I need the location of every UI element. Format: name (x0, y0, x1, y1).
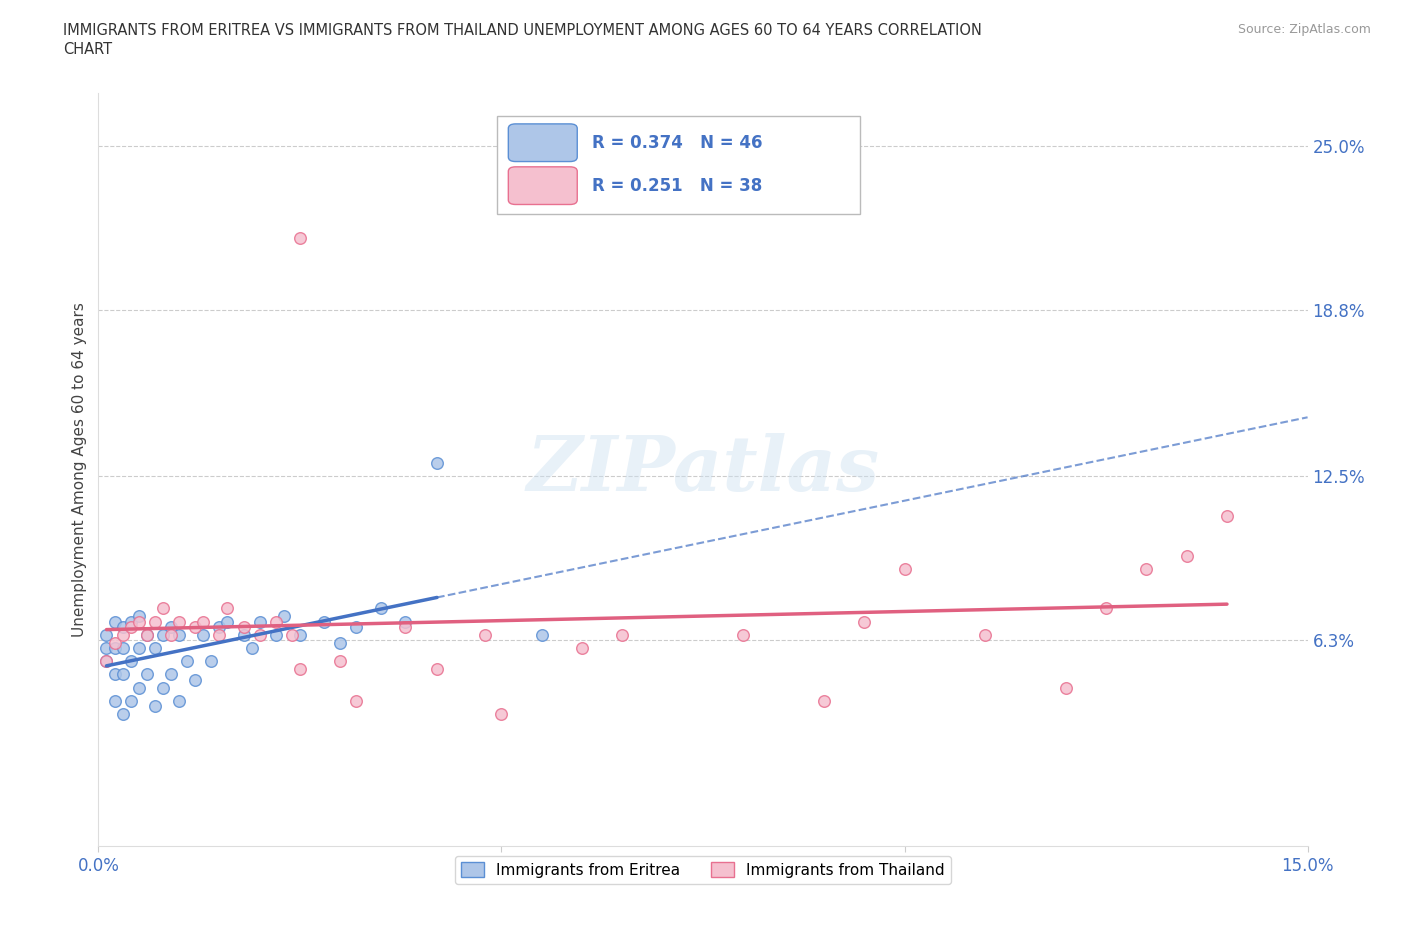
Point (160, 667, 183, 682)
Point (208, 628, 231, 643)
Point (143, 614, 166, 629)
Point (853, 614, 876, 629)
Point (974, 628, 997, 643)
Point (217, 614, 239, 629)
Point (232, 619, 254, 634)
Point (103, 694, 125, 709)
Point (128, 680, 150, 695)
Point (103, 614, 125, 629)
Point (329, 635, 352, 650)
Point (329, 654, 352, 669)
Point (193, 614, 215, 629)
Point (571, 641, 593, 656)
Point (208, 619, 231, 634)
FancyBboxPatch shape (498, 115, 860, 214)
Point (103, 667, 125, 682)
Point (426, 662, 449, 677)
Point (1054, 680, 1077, 695)
Point (111, 619, 134, 634)
Point (96, 628, 118, 643)
Point (249, 628, 271, 643)
Point (426, 456, 449, 471)
Point (813, 694, 835, 709)
Text: IMMIGRANTS FROM ERITREA VS IMMIGRANTS FROM THAILAND UNEMPLOYMENT AMONG AGES 60 T: IMMIGRANTS FROM ERITREA VS IMMIGRANTS FR… (63, 23, 983, 38)
Point (344, 619, 367, 634)
Point (288, 662, 311, 677)
Point (1135, 562, 1157, 577)
Point (264, 614, 287, 629)
Point (120, 654, 142, 669)
Point (111, 707, 134, 722)
Point (103, 641, 125, 656)
Point (103, 635, 125, 650)
Point (152, 628, 174, 643)
Legend: Immigrants from Eritrea, Immigrants from Thailand: Immigrants from Eritrea, Immigrants from… (456, 856, 950, 884)
Point (96, 641, 118, 656)
Y-axis label: Unemployment Among Ages 60 to 64 years: Unemployment Among Ages 60 to 64 years (72, 302, 87, 637)
Point (249, 614, 271, 629)
Point (530, 628, 553, 643)
Point (1095, 601, 1118, 616)
Point (167, 694, 190, 709)
FancyBboxPatch shape (509, 124, 578, 162)
Point (111, 641, 134, 656)
Point (135, 667, 157, 682)
Point (143, 698, 166, 713)
Point (111, 628, 134, 643)
Text: Source: ZipAtlas.com: Source: ZipAtlas.com (1237, 23, 1371, 36)
Point (160, 628, 183, 643)
Text: ZIPatlas: ZIPatlas (526, 432, 880, 507)
Point (135, 628, 157, 643)
Point (217, 601, 239, 616)
Point (264, 628, 287, 643)
Point (176, 654, 198, 669)
Point (273, 609, 295, 624)
Point (152, 680, 174, 695)
Point (167, 614, 190, 629)
Point (612, 628, 634, 643)
Point (152, 601, 174, 616)
Point (314, 614, 336, 629)
Point (120, 694, 142, 709)
Text: R = 0.251   N = 38: R = 0.251 N = 38 (592, 177, 762, 194)
Point (128, 641, 150, 656)
Point (160, 619, 183, 634)
Point (135, 628, 157, 643)
Point (143, 641, 166, 656)
Point (232, 628, 254, 643)
Text: R = 0.374   N = 46: R = 0.374 N = 46 (592, 134, 762, 152)
Point (893, 562, 915, 577)
Point (394, 614, 416, 629)
Point (240, 641, 263, 656)
Point (193, 628, 215, 643)
Point (120, 619, 142, 634)
Point (281, 628, 304, 643)
Point (184, 672, 207, 687)
Point (344, 694, 367, 709)
Point (128, 609, 150, 624)
Point (128, 614, 150, 629)
Point (491, 707, 513, 722)
Point (394, 619, 416, 634)
Point (370, 601, 392, 616)
Point (474, 628, 496, 643)
Point (96, 654, 118, 669)
Point (1175, 548, 1198, 563)
FancyBboxPatch shape (509, 166, 578, 205)
Point (733, 628, 755, 643)
Point (111, 667, 134, 682)
Point (184, 619, 207, 634)
Point (120, 614, 142, 629)
Point (288, 231, 311, 246)
Point (200, 654, 222, 669)
Point (1216, 509, 1239, 524)
Point (96, 654, 118, 669)
Point (167, 628, 190, 643)
Point (288, 628, 311, 643)
Text: CHART: CHART (63, 42, 112, 57)
